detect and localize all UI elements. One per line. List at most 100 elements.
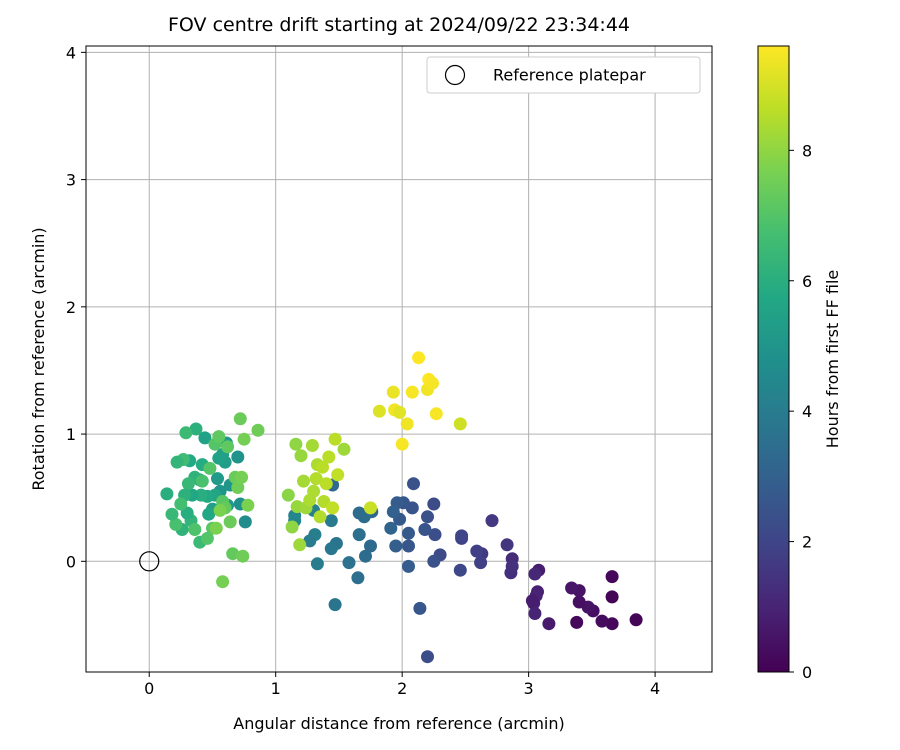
scatter-point [359,549,372,563]
scatter-point [174,497,188,511]
scatter-point [235,470,249,484]
scatter-point [421,650,434,664]
colorbar-tick-label: 8 [802,141,812,160]
scatter-point [180,506,194,520]
scatter-point [402,559,415,573]
scatter-point [251,423,265,437]
scatter-point [307,484,321,498]
scatter-point [305,439,319,452]
scatter-point [328,598,342,612]
scatter-point [289,437,303,451]
scatter-point [364,539,377,553]
colorbar-tick-label: 4 [802,402,812,421]
scatter-point [324,514,338,528]
scatter-point [160,487,174,501]
scatter-point [203,461,217,475]
scatter-point [188,523,202,536]
y-tick-label: 3 [66,171,76,190]
scatter-point [412,351,426,365]
scatter-point [238,515,252,529]
scatter-point [233,412,247,426]
scatter-point [212,430,226,444]
scatter-point [221,440,235,454]
scatter-point [179,426,193,440]
scatter-point [223,515,237,529]
scatter-point [565,581,579,595]
scatter-point [421,510,434,524]
scatter-point [528,567,542,581]
scatter-point [328,432,342,446]
scatter-point [331,468,345,482]
scatter-point [418,523,432,536]
y-tick-label: 0 [66,552,76,571]
scatter-point [189,422,203,436]
scatter-point [237,432,251,446]
scatter-point [202,507,216,521]
scatter-point [428,528,442,542]
scatter-point [194,488,208,502]
scatter-point [352,528,366,542]
scatter-point [629,613,643,627]
scatter-point [372,404,386,418]
scatter-point [405,385,419,399]
scatter-point [455,529,469,543]
scatter-point [505,559,519,573]
scatter-point [309,472,323,486]
scatter-point [407,477,420,491]
grid-lines [86,46,712,672]
y-tick-label: 1 [66,425,76,444]
scatter-point [316,460,329,474]
scatter-point [226,547,240,561]
x-tick-label: 4 [650,679,660,698]
scatter-point [413,601,427,615]
scatter-point [170,455,184,469]
scatter-point [570,615,584,629]
x-tick-label: 1 [271,679,281,698]
scatter-point [200,531,214,545]
scatter-point [429,407,443,421]
scatter-point [470,544,484,558]
colorbar-tick-label: 2 [802,533,812,552]
scatter-point [337,442,351,456]
scatter-point [393,405,407,419]
x-tick-label: 0 [144,679,154,698]
scatter-point [231,481,245,494]
scatter-point [605,570,619,584]
scatter-point [364,501,377,515]
scatter-point [427,554,441,568]
y-axis-label: Rotation from reference (arcmin) [29,227,48,490]
x-tick-label: 2 [397,679,407,698]
scatter-point [384,521,398,535]
x-axis-ticks: 0 1 2 3 4 [144,672,660,698]
scatter-point [402,539,415,553]
legend-entry-reference: Reference platepar [493,66,646,85]
scatter-point [389,539,403,553]
scatter-point [231,450,245,464]
scatter-point [209,521,223,535]
scatter-point [525,594,539,608]
scatter-point [165,507,179,521]
scatter-point [281,488,295,502]
colorbar-label: Hours from first FF file [823,270,842,449]
scatter-point [310,557,324,571]
colorbar-tick-label: 0 [802,663,812,682]
scatter-point [297,474,310,488]
scatter-point [605,617,619,631]
data-points [160,351,643,664]
scatter-point [453,417,467,431]
scatter-point [427,497,441,511]
scatter-point [386,505,400,519]
legend: Reference platepar [426,56,701,94]
scatter-point [213,503,227,517]
colorbar-ticks: 0 2 4 6 8 [789,141,812,682]
scatter-point [400,417,414,431]
scatter-point [605,590,619,604]
scatter-point [485,514,499,528]
scatter-point [195,474,209,488]
scatter-point [303,534,317,548]
reference-marker [139,551,160,572]
scatter-point [528,607,542,620]
scatter-point [241,498,255,512]
scatter-point [211,472,224,486]
